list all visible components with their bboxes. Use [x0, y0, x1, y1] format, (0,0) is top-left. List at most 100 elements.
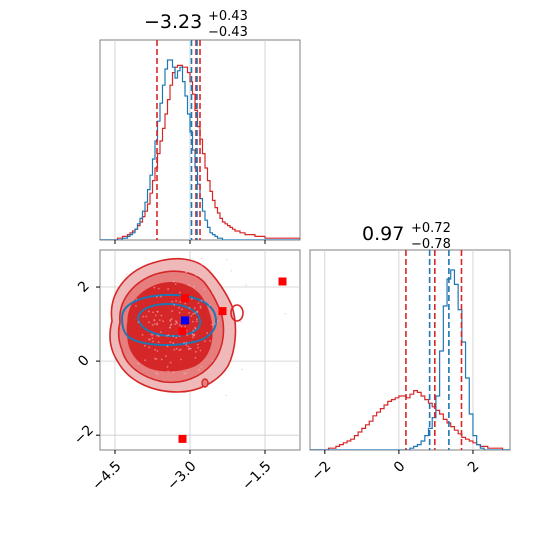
sample-point — [135, 298, 138, 300]
sample-point — [187, 348, 190, 350]
sample-point — [125, 368, 128, 371]
sample-point — [195, 320, 198, 323]
sample-point — [122, 289, 125, 292]
sample-point — [191, 336, 194, 339]
sample-point — [178, 306, 180, 309]
quantile-lines — [156, 40, 463, 450]
red-marker — [178, 327, 187, 336]
tick-label-x: −1.5 — [239, 458, 274, 493]
sample-point — [188, 284, 190, 287]
sample-point — [185, 372, 188, 375]
sample-point — [158, 319, 161, 322]
sample-point — [179, 300, 182, 303]
sample-point — [184, 302, 187, 305]
sample-point — [185, 341, 188, 344]
sample-point — [188, 312, 190, 314]
sample-point — [178, 335, 181, 337]
sample-point — [167, 288, 170, 290]
sample-point — [189, 347, 192, 350]
sample-point — [199, 349, 202, 352]
sample-point — [180, 325, 183, 328]
title-param-2-minus: −0.78 — [411, 237, 451, 252]
sample-point — [171, 300, 174, 303]
sample-point — [208, 279, 211, 282]
sample-point — [156, 350, 159, 352]
sample-point — [195, 272, 198, 275]
sample-point — [195, 274, 198, 277]
sample-point — [137, 321, 140, 324]
title-param-1: −3.23 — [144, 11, 202, 33]
sample-point — [169, 326, 171, 329]
sample-point — [206, 332, 209, 334]
sample-point — [151, 333, 154, 336]
sample-point — [185, 271, 188, 273]
sample-point — [193, 333, 196, 336]
sample-point — [200, 257, 203, 260]
sample-point — [156, 334, 158, 337]
sample-point — [156, 323, 159, 326]
sample-point — [241, 368, 244, 371]
sample-point — [197, 301, 200, 304]
sample-point — [152, 311, 154, 314]
sample-point — [175, 336, 178, 339]
sample-point — [154, 357, 156, 360]
sample-point — [125, 273, 128, 276]
sample-point — [226, 358, 229, 360]
sample-point — [194, 326, 196, 329]
sample-point — [227, 349, 230, 352]
sample-point — [178, 291, 181, 294]
sample-point — [160, 314, 163, 317]
red-marker — [278, 277, 287, 286]
sample-point — [194, 312, 196, 315]
sample-point — [157, 335, 160, 337]
tick-label-x-right: 0 — [391, 458, 409, 476]
sample-point — [167, 370, 170, 373]
sample-point — [154, 323, 156, 325]
sample-point — [172, 342, 175, 345]
title-param-2-plus: +0.72 — [411, 221, 451, 236]
sample-points — [115, 257, 287, 397]
sample-point — [160, 358, 163, 361]
sample-point — [154, 349, 157, 351]
sample-point — [209, 269, 212, 272]
sample-point — [225, 258, 228, 261]
sample-point — [194, 357, 197, 359]
sample-point — [175, 299, 178, 302]
tick-label-x: −3.0 — [164, 458, 199, 493]
sample-point — [204, 279, 207, 282]
sample-point — [199, 305, 202, 308]
sample-point — [230, 269, 233, 272]
title-param-1-plus: +0.43 — [208, 9, 248, 24]
hist-y-panel — [309, 249, 511, 451]
sample-point — [172, 371, 175, 374]
sample-point — [174, 283, 177, 286]
sample-point — [172, 335, 175, 338]
sample-point — [174, 323, 177, 326]
hist-y — [310, 269, 510, 450]
sample-point — [198, 368, 200, 371]
sample-point — [156, 311, 159, 313]
tick-label-x-right: 2 — [465, 458, 483, 476]
sample-point — [190, 298, 193, 300]
sample-point — [143, 344, 146, 347]
sample-point — [214, 322, 216, 325]
sample-point — [212, 292, 215, 294]
sample-point — [167, 334, 170, 337]
sample-point — [184, 325, 186, 328]
sample-point — [192, 285, 195, 288]
sample-point — [171, 310, 173, 313]
sample-point — [166, 365, 169, 368]
axis-ticks — [96, 240, 474, 454]
sample-point — [153, 286, 156, 289]
sample-point — [188, 306, 191, 309]
sample-point — [115, 313, 118, 315]
sample-point — [155, 295, 158, 298]
sample-point — [245, 284, 248, 287]
sample-point — [150, 333, 153, 336]
hist-x-blue — [100, 59, 300, 240]
sample-point — [151, 340, 154, 343]
sample-point — [183, 372, 186, 375]
sample-point — [157, 341, 160, 344]
sample-point — [154, 314, 157, 317]
sample-point — [169, 361, 172, 364]
